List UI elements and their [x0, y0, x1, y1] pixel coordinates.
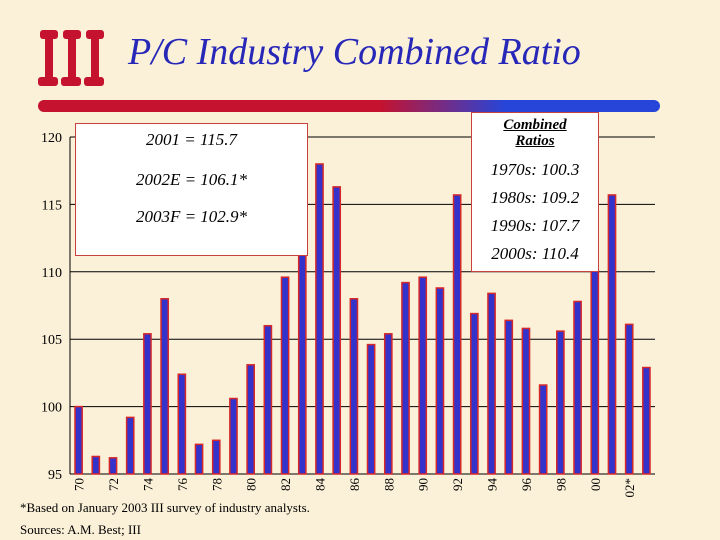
bar-03 [642, 366, 651, 475]
bar-78 [211, 439, 221, 475]
x-tick-label: 88 [381, 478, 396, 491]
bar-89 [401, 281, 410, 475]
bar-73 [125, 416, 135, 475]
decade-1970s: 1970s: 100.3 [490, 160, 580, 179]
page-title: P/C Industry Combined Ratio [128, 31, 581, 73]
bar-91 [435, 287, 445, 475]
x-tick-label: 80 [244, 478, 259, 491]
y-tick-label: 105 [41, 333, 62, 348]
bar-93 [469, 312, 479, 475]
forecast-callout: 2001 = 115.7 2002E = 106.1* 2003F = 102.… [75, 123, 308, 256]
y-tick-label: 115 [42, 198, 62, 213]
x-tick-label: 72 [106, 478, 121, 491]
y-tick-label: 110 [42, 266, 62, 281]
y-tick-label: 100 [41, 401, 62, 416]
bar-81 [263, 324, 273, 475]
callout-2003f: 2003F = 102.9* [135, 207, 248, 226]
decade-heading-line2: Ratios [515, 133, 555, 149]
x-tick-label: 86 [347, 478, 362, 492]
bar-94 [487, 292, 496, 475]
bar-98 [556, 330, 565, 475]
bar-97 [538, 384, 548, 475]
x-tick-label: 02* [622, 478, 637, 498]
x-tick-label: 70 [72, 478, 87, 491]
bar-88 [383, 333, 393, 475]
x-tick-label: 90 [416, 478, 431, 491]
bar-72 [108, 457, 118, 475]
title-divider [38, 100, 660, 112]
callout-2001: 2001 = 115.7 [146, 130, 237, 149]
bar-02* [624, 323, 634, 475]
y-tick-label: 120 [41, 131, 62, 146]
footnote: *Based on January 2003 III survey of ind… [20, 500, 310, 515]
callout-2002e: 2002E = 106.1* [135, 170, 248, 189]
bar-70 [74, 405, 83, 475]
bar-87 [366, 343, 376, 475]
bar-83 [297, 244, 307, 475]
bar-71 [91, 455, 101, 475]
bar-95 [504, 319, 514, 475]
decade-heading-line1: Combined [503, 117, 567, 133]
x-tick-label: 82 [278, 478, 293, 491]
bar-80 [246, 364, 256, 475]
x-tick-label: 92 [450, 478, 465, 491]
decade-averages-callout: Combined Ratios 1970s: 100.3 1980s: 109.… [471, 112, 599, 272]
bar-75 [160, 298, 169, 475]
decade-1990s: 1990s: 107.7 [490, 216, 580, 235]
bar-00 [590, 269, 600, 475]
x-tick-label: 74 [140, 478, 155, 492]
bar-76 [177, 373, 187, 475]
x-tick-label: 94 [485, 478, 500, 492]
y-tick-label: 95 [48, 468, 62, 483]
x-tick-label: 76 [175, 478, 190, 492]
x-tick-label: 84 [312, 478, 327, 492]
bar-82 [280, 276, 290, 475]
bar-86 [349, 298, 359, 475]
iii-logo-icon [38, 30, 104, 86]
bar-01 [607, 194, 617, 475]
sources-note: Sources: A.M. Best; III [20, 522, 141, 537]
bar-99 [573, 300, 582, 475]
x-tick-label: 96 [519, 478, 534, 492]
bar-85 [332, 186, 342, 475]
bar-79 [229, 397, 238, 475]
bar-90 [418, 276, 428, 475]
x-tick-label: 78 [209, 478, 224, 491]
bar-84 [315, 163, 324, 475]
x-tick-label: 00 [588, 478, 603, 491]
decade-1980s: 1980s: 109.2 [490, 188, 580, 207]
bar-92 [452, 194, 462, 475]
decade-2000s: 2000s: 110.4 [491, 244, 579, 263]
bar-77 [194, 443, 204, 475]
x-tick-label: 98 [553, 478, 568, 491]
bar-96 [521, 327, 531, 475]
bar-74 [143, 333, 152, 475]
